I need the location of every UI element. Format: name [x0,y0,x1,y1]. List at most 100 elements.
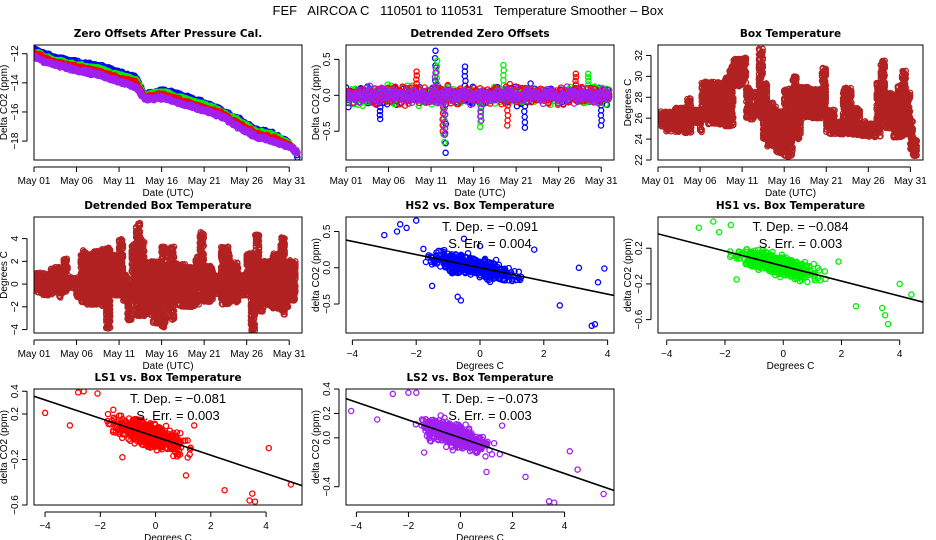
panel-title: Detrended Zero Offsets [410,28,549,40]
data-point [432,92,439,99]
plot-frame [33,44,303,161]
data-point [584,70,592,78]
data-point [500,61,507,69]
data-point [478,96,485,103]
data-point [605,86,613,94]
x-tick-label: May 31 [273,176,306,187]
data-point [477,104,485,112]
x-tick-label: May 16 [457,176,490,187]
data-point [441,98,448,106]
y-axis-label: Delta CO2 (ppm) [311,65,322,141]
x-tick-label: May 01 [330,176,363,187]
y-axis: −12 −14 −16 −18 [10,45,28,150]
data-point [467,101,474,109]
data-point [572,77,579,85]
y-axis: 0.5 0.0 −0.5 [322,52,340,141]
data-point [521,108,528,115]
data-point [698,128,705,136]
data-point [441,118,449,125]
panel-title: Zero Offsets After Pressure Cal. [74,28,262,40]
data-point [595,100,602,107]
x-tick-label: May 11 [415,176,447,187]
data-point [512,86,519,93]
data-point [442,139,449,147]
data-point [461,63,469,70]
data-point [413,76,420,83]
data-point [687,128,695,136]
x-axis-label: Date (UTC) [454,188,505,199]
x-tick-label: May 06 [60,176,93,187]
data-point [413,72,421,79]
y-tick-label: 0.0 [322,88,333,102]
x-axis: May 01 May 06 May 11 May 16 May 21 May 26 May … [330,166,618,187]
data-point [476,123,484,131]
x-tick-label: May 21 [188,176,221,187]
y-tick-label: −0.5 [322,121,333,141]
data-point [355,86,362,94]
data-point [413,80,420,87]
data-point [597,122,605,129]
data-point [605,95,612,103]
data-point [432,82,439,90]
x-tick-label: May 31 [585,176,618,187]
y-tick-label: −16 [10,103,21,120]
data-point [441,138,448,146]
data-point [399,83,406,90]
data-point [441,131,449,139]
y-tick-label: −14 [10,74,21,91]
data-point [572,74,580,81]
data-point [584,74,592,81]
data-point [478,100,485,107]
data-point [346,84,350,91]
x-tick-label: May 21 [500,176,533,187]
x-tick-label: May 01 [18,176,51,187]
data-point [478,117,485,124]
data-point [441,111,449,119]
data-point [527,80,534,87]
data-point [698,126,705,133]
data-point [376,111,384,119]
data-point [294,149,301,157]
data-point [521,113,528,121]
data-point [441,125,449,132]
x-tick-label: May 16 [145,176,178,187]
data-point [477,108,485,116]
data-point [477,113,485,120]
x-tick-label: May 26 [230,176,263,187]
plot-frame [345,44,615,161]
y-tick-label: −18 [10,132,21,149]
figure-title: FEF AIRCOA C 110501 to 110531 Temperatur… [272,3,664,18]
data-point [521,124,529,131]
data-point [444,82,452,90]
data-point [442,149,449,157]
x-tick-label: May 11 [103,176,135,187]
data-point [433,57,441,65]
y-tick-label: 0.5 [322,52,333,66]
plot-area [34,45,301,160]
y-axis-label: Delta CO2 (ppm) [0,65,10,141]
data-point [376,115,384,123]
data-point [578,95,586,102]
data-point [572,70,580,78]
data-point [563,83,571,90]
x-axis-label: Date (UTC) [142,188,193,199]
data-point [432,64,439,72]
data-point [521,119,529,126]
panel-detrended-zero-offsets: Detrended Zero Offsets May 01 May 06 May 11… [311,28,618,199]
panel-zero-offsets: Zero Offsets After Pressure Cal.May 01 Ma… [0,28,306,199]
x-tick-label: May 26 [542,176,575,187]
x-axis: May 01 May 06 May 11 May 16 May 21 May 26 May … [18,166,306,187]
data-point [477,92,485,99]
data-point [441,105,448,112]
data-point [539,100,547,108]
plot-area [346,47,613,157]
y-tick-label: −12 [10,45,21,62]
data-point [432,47,439,55]
data-point [376,107,384,115]
plot-area [658,45,920,160]
data-point [413,68,420,75]
x-tick-label: May 06 [372,176,405,187]
data-point [370,99,377,107]
